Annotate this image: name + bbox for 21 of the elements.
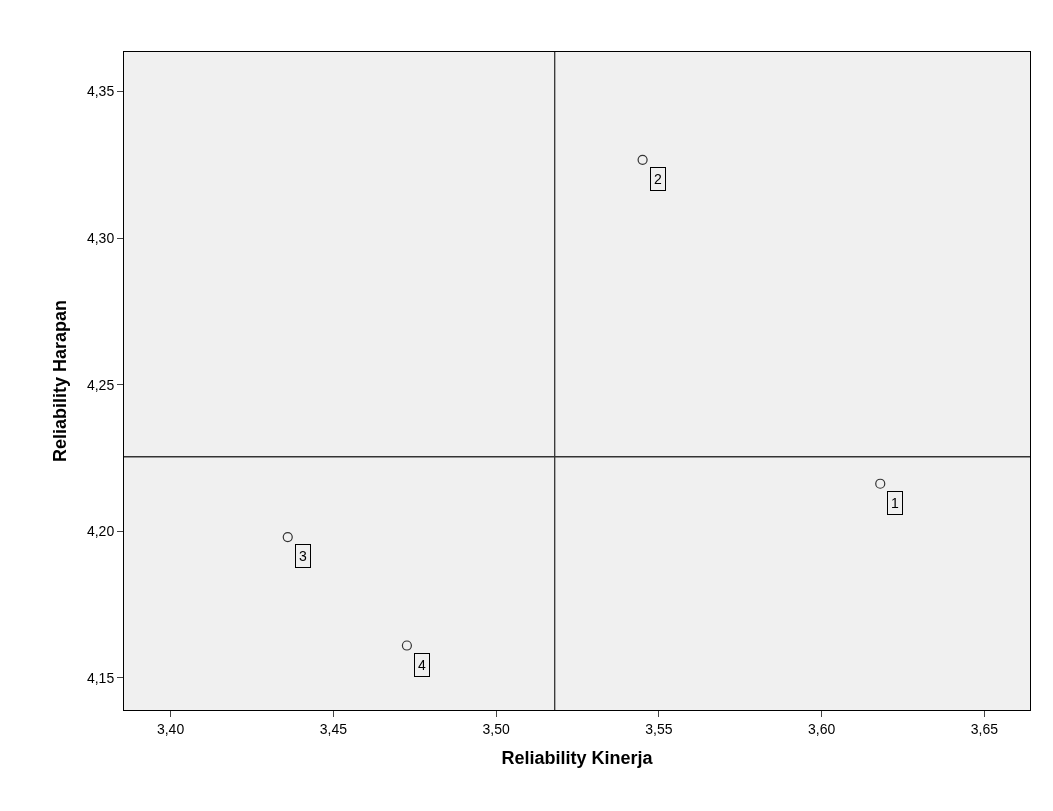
x-tick-label: 3,50 xyxy=(482,720,510,737)
y-tick-label: 4,25 xyxy=(86,376,115,393)
x-tick-label: 3,60 xyxy=(808,720,836,737)
y-tick-label: 4,15 xyxy=(86,669,115,686)
x-axis-title: Reliability Kinerja xyxy=(501,747,654,768)
annotation: 3 xyxy=(299,548,307,564)
point xyxy=(282,531,293,543)
annotation: 4 xyxy=(418,657,426,673)
y-tick-label: 4,35 xyxy=(86,83,115,100)
point xyxy=(875,478,886,489)
y-tick-label: 4,20 xyxy=(86,523,115,540)
point xyxy=(401,640,412,651)
x-tick-label: 3,55 xyxy=(645,720,673,737)
y-tick-label: 4,30 xyxy=(86,230,115,247)
x-tick-label: 3,45 xyxy=(319,720,348,737)
point xyxy=(637,154,648,165)
annotation: 2 xyxy=(654,171,662,187)
x-tick-label: 3,65 xyxy=(970,720,999,737)
y-axis-title: Reliability Harapan xyxy=(50,299,71,463)
annotation: 1 xyxy=(891,495,899,511)
x-tick-label: 3,40 xyxy=(156,720,185,737)
